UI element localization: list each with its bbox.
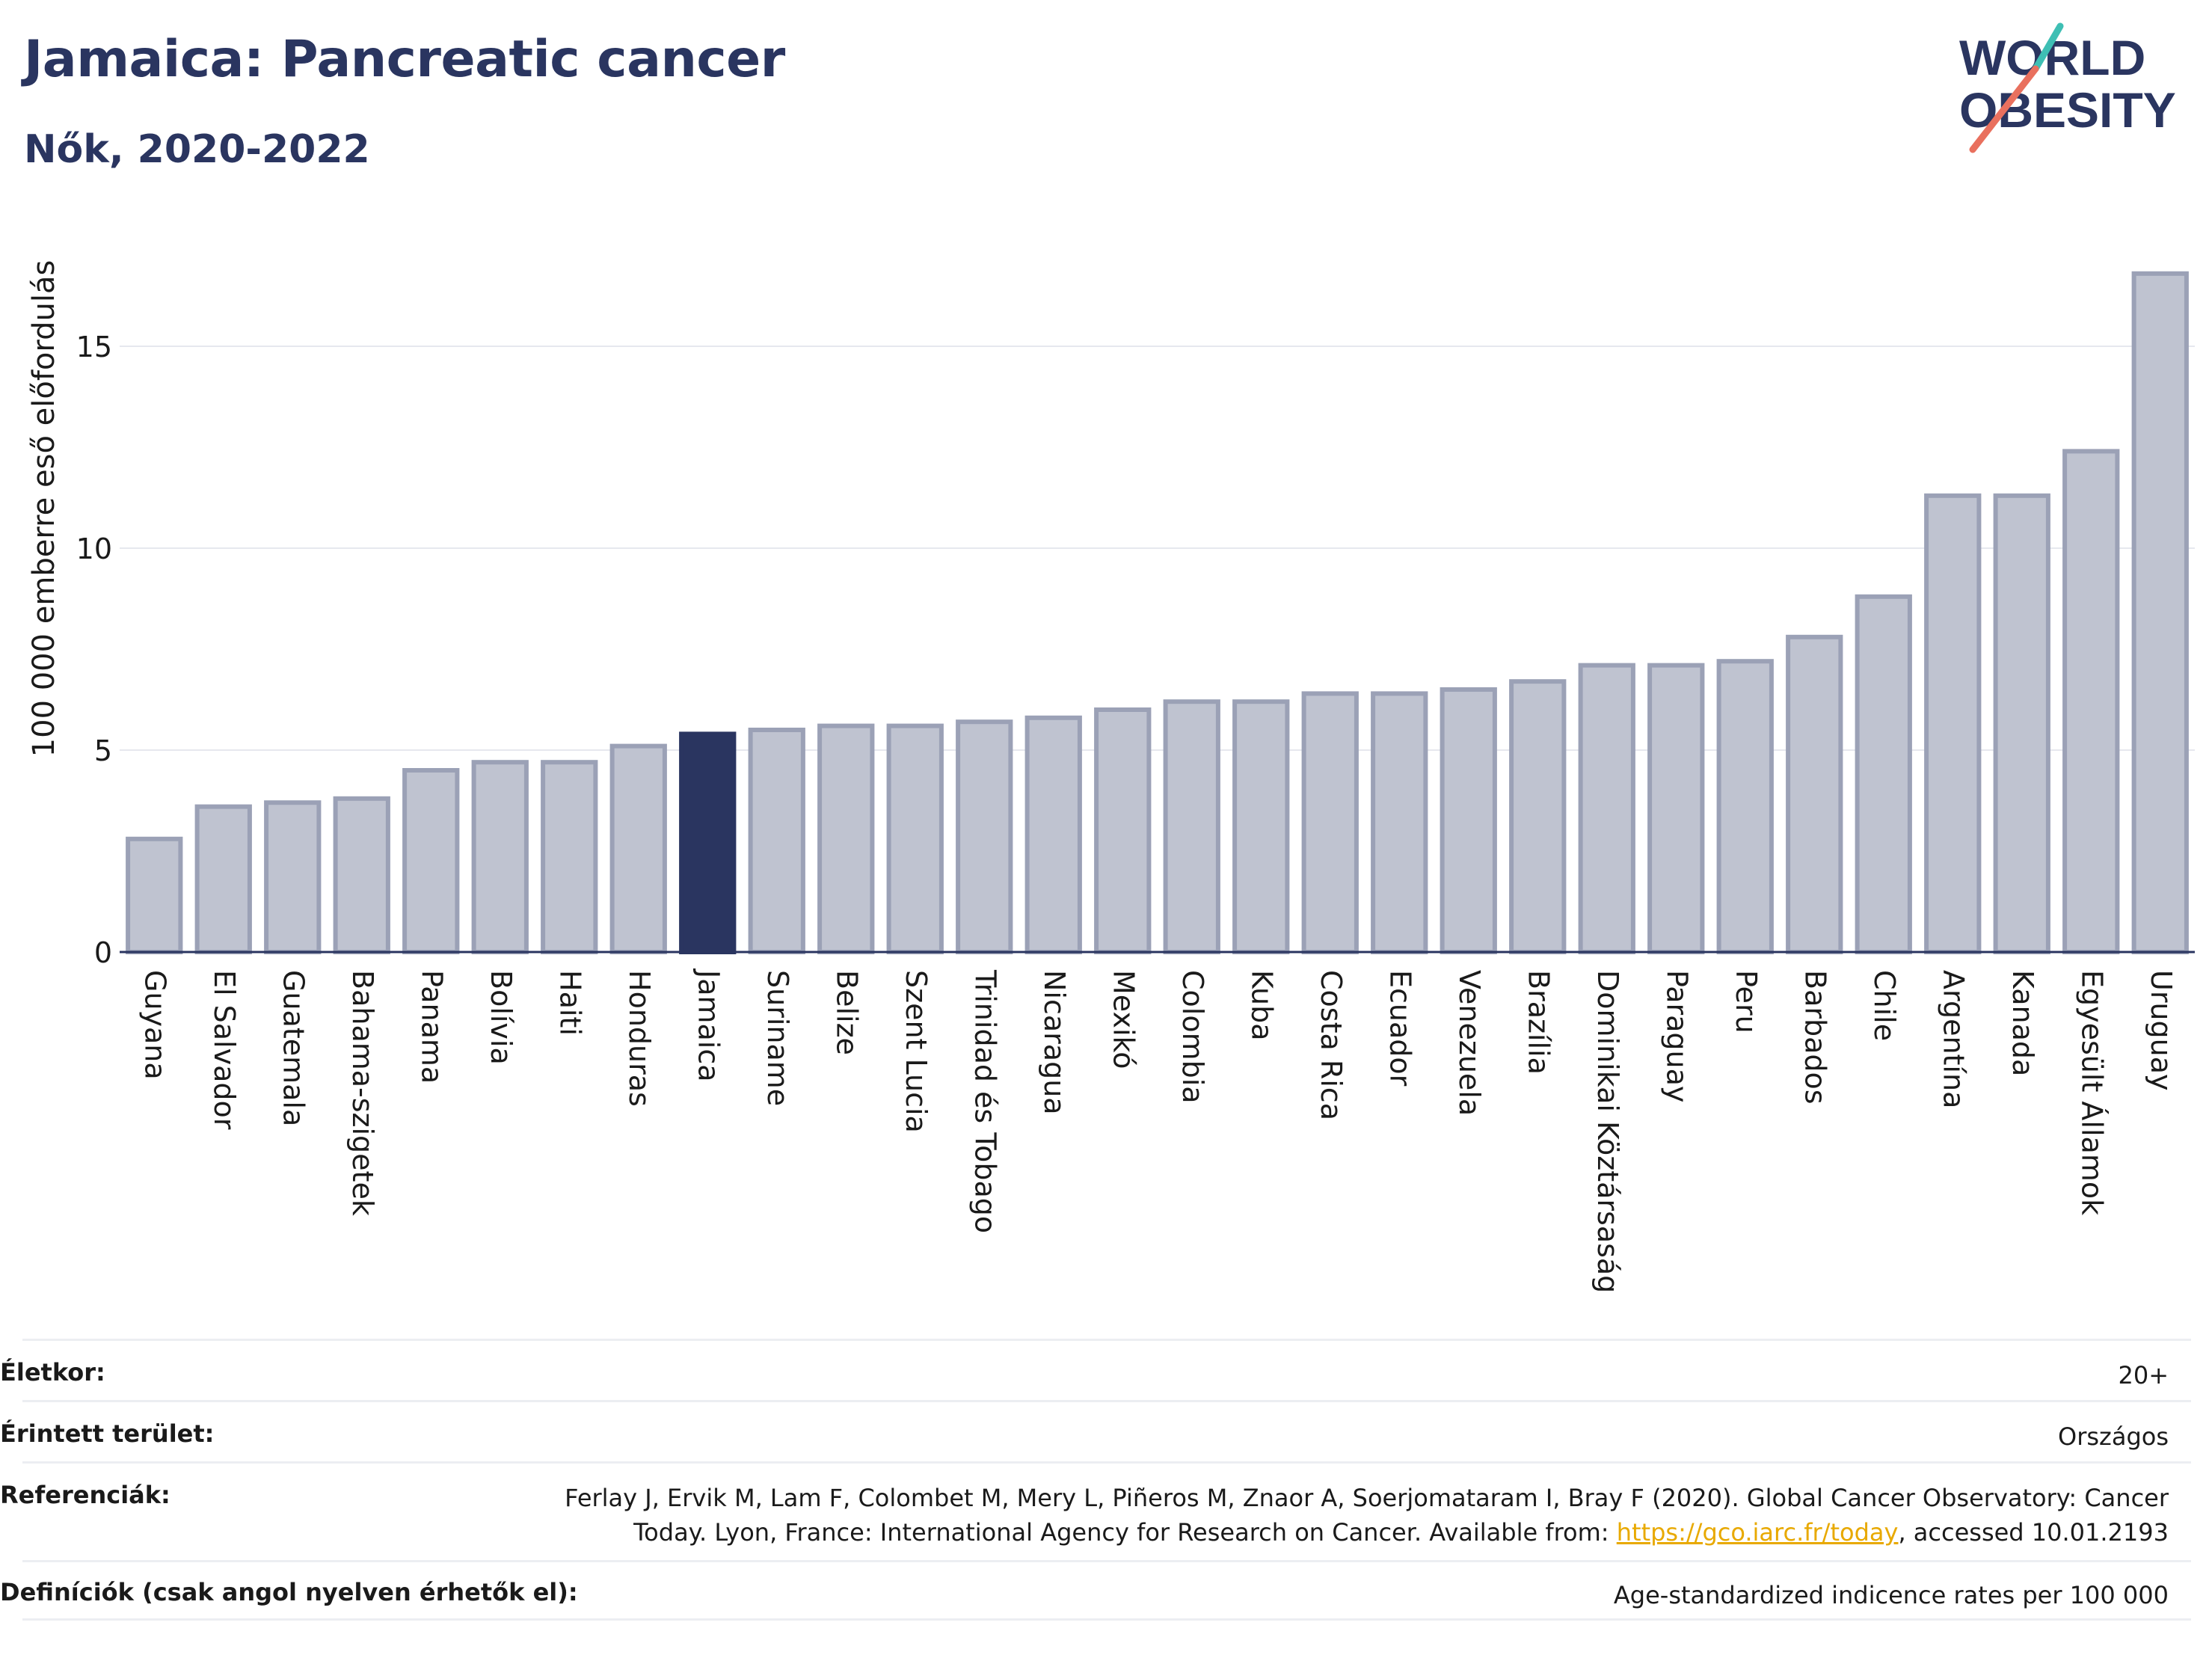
page-title: Jamaica: Pancreatic cancer bbox=[24, 30, 785, 89]
area-label: Érintett terület: bbox=[0, 1419, 215, 1448]
divider bbox=[22, 1461, 2191, 1464]
bar-mexikó bbox=[1094, 707, 1152, 954]
bar-trinidad-és-tobago bbox=[956, 719, 1013, 954]
x-tick-label: Guatemala bbox=[277, 970, 310, 1126]
x-tick-label: Costa Rica bbox=[1315, 970, 1348, 1120]
bar-szent-lucia bbox=[886, 723, 944, 954]
references-link[interactable]: https://gco.iarc.fr/today bbox=[1616, 1518, 1899, 1547]
x-tick-label: Guyana bbox=[138, 970, 171, 1080]
bar-argentína bbox=[1924, 493, 1982, 954]
bar-bahama-szigetek bbox=[333, 796, 390, 955]
x-tick-label: Uruguay bbox=[2145, 970, 2178, 1091]
x-tick-label: Suriname bbox=[761, 970, 794, 1106]
bar-belize bbox=[817, 723, 875, 954]
x-tick-label: Szent Lucia bbox=[900, 970, 933, 1133]
bar-egyesült-államok bbox=[2062, 449, 2120, 954]
x-tick-label: Panama bbox=[415, 970, 448, 1084]
bar-ecuador bbox=[1371, 691, 1428, 955]
logo-slash-coral bbox=[1969, 65, 2039, 153]
x-tick-label: Nicaragua bbox=[1038, 970, 1071, 1115]
x-tick-label: Paraguay bbox=[1660, 970, 1693, 1102]
x-tick-label: Barbados bbox=[1798, 970, 1831, 1105]
definitions-label: Definíciók (csak angol nyelven érhetők e… bbox=[0, 1578, 578, 1606]
bar-guatemala bbox=[264, 800, 322, 954]
x-tick-label: Honduras bbox=[623, 970, 656, 1107]
bar-costa-rica bbox=[1301, 691, 1359, 955]
x-tick-label: Kanada bbox=[2006, 970, 2039, 1076]
x-tick-label: Colombia bbox=[1176, 970, 1209, 1104]
x-tick-label: El Salvador bbox=[208, 970, 241, 1130]
bar-kuba bbox=[1232, 699, 1290, 954]
references-line-2-prefix: Today. Lyon, France: International Agenc… bbox=[633, 1518, 1617, 1547]
bar-honduras bbox=[609, 743, 667, 954]
bar-colombia bbox=[1163, 699, 1220, 954]
divider bbox=[22, 1618, 2191, 1621]
divider bbox=[22, 1400, 2191, 1402]
x-tick-label: Bahama-szigetek bbox=[346, 970, 379, 1216]
axes: 0 5 10 15 Guyana El Salvador Guatemala Bahama-s… bbox=[76, 331, 2195, 1293]
logo-slash-teal bbox=[2032, 22, 2064, 73]
x-tick-label: Egyesült Államok bbox=[2075, 970, 2108, 1215]
y-tick-label: 5 bbox=[94, 734, 112, 767]
logo-text-obesity: OBESITY bbox=[1959, 82, 2176, 138]
divider bbox=[22, 1339, 2191, 1341]
bar-guyana bbox=[126, 836, 183, 955]
age-label: Életkor: bbox=[0, 1358, 105, 1387]
bar-panama bbox=[402, 768, 460, 954]
bar-bolívia bbox=[471, 760, 529, 955]
x-tick-label: Venezuela bbox=[1453, 970, 1486, 1116]
bar-el-salvador bbox=[194, 804, 252, 954]
references-line-1: Ferlay J, Ervik M, Lam F, Colombet M, Me… bbox=[565, 1484, 2169, 1512]
y-axis-label: 100 000 emberre eső előfordulás bbox=[27, 260, 61, 758]
info-row-definitions: Definíciók (csak angol nyelven érhetők e… bbox=[0, 1578, 2169, 1612]
bar-suriname bbox=[748, 728, 805, 954]
x-tick-label: Chile bbox=[1868, 970, 1901, 1041]
bar-chile bbox=[1855, 594, 1912, 954]
bars bbox=[126, 271, 2189, 955]
x-tick-label: Kuba bbox=[1245, 970, 1278, 1041]
bar-nicaragua bbox=[1024, 715, 1082, 954]
info-row-age: Életkor: 20+ bbox=[0, 1358, 2169, 1393]
bar-dominikai-köztársaság bbox=[1578, 663, 1635, 954]
area-value: Országos bbox=[2058, 1422, 2169, 1451]
y-tick-label: 0 bbox=[94, 936, 112, 969]
age-value: 20+ bbox=[2118, 1361, 2169, 1390]
x-tick-label: Brazília bbox=[1522, 970, 1555, 1075]
x-tick-label: Bolívia bbox=[485, 970, 517, 1065]
bar-haiti bbox=[541, 760, 598, 955]
y-tick-label: 10 bbox=[76, 532, 112, 565]
bar-peru bbox=[1716, 659, 1774, 954]
bar-chart: 0 5 10 15 Guyana El Salvador Guatemala Bahama-s… bbox=[27, 260, 2195, 1293]
references-value: Ferlay J, Ervik M, Lam F, Colombet M, Me… bbox=[565, 1481, 2169, 1550]
world-obesity-logo: WORLD OBESITY bbox=[1959, 22, 2176, 153]
x-tick-label: Peru bbox=[1730, 970, 1763, 1034]
x-tick-label: Argentína bbox=[1937, 970, 1970, 1108]
definitions-value: Age-standardized indicence rates per 100… bbox=[1613, 1581, 2169, 1609]
info-row-area: Érintett terület: Országos bbox=[0, 1419, 2169, 1454]
references-line-2-suffix: , accessed 10.01.2193 bbox=[1898, 1518, 2169, 1547]
references-label: Referenciák: bbox=[0, 1481, 170, 1509]
divider bbox=[22, 1560, 2191, 1562]
bar-venezuela bbox=[1440, 687, 1497, 954]
bar-jamaica bbox=[679, 731, 737, 955]
x-tick-label: Dominikai Köztársaság bbox=[1591, 970, 1624, 1293]
bar-kanada bbox=[1993, 493, 2050, 954]
page-subtitle: Nők, 2020-2022 bbox=[24, 127, 370, 172]
info-row-references: Referenciák: Ferlay J, Ervik M, Lam F, C… bbox=[0, 1481, 2169, 1550]
bar-paraguay bbox=[1647, 663, 1705, 954]
bar-barbados bbox=[1786, 634, 1843, 954]
x-tick-label: Jamaica bbox=[692, 968, 725, 1082]
x-tick-label: Ecuador bbox=[1383, 970, 1416, 1087]
x-tick-label: Haiti bbox=[553, 970, 586, 1036]
gridlines bbox=[120, 346, 2195, 751]
bar-uruguay bbox=[2131, 271, 2189, 954]
x-tick-label: Belize bbox=[830, 970, 863, 1055]
bar-brazília bbox=[1509, 679, 1567, 954]
y-tick-label: 15 bbox=[76, 331, 112, 363]
x-tick-label: Trinidad és Tobago bbox=[968, 969, 1001, 1233]
x-tick-label: Mexikó bbox=[1107, 970, 1140, 1069]
